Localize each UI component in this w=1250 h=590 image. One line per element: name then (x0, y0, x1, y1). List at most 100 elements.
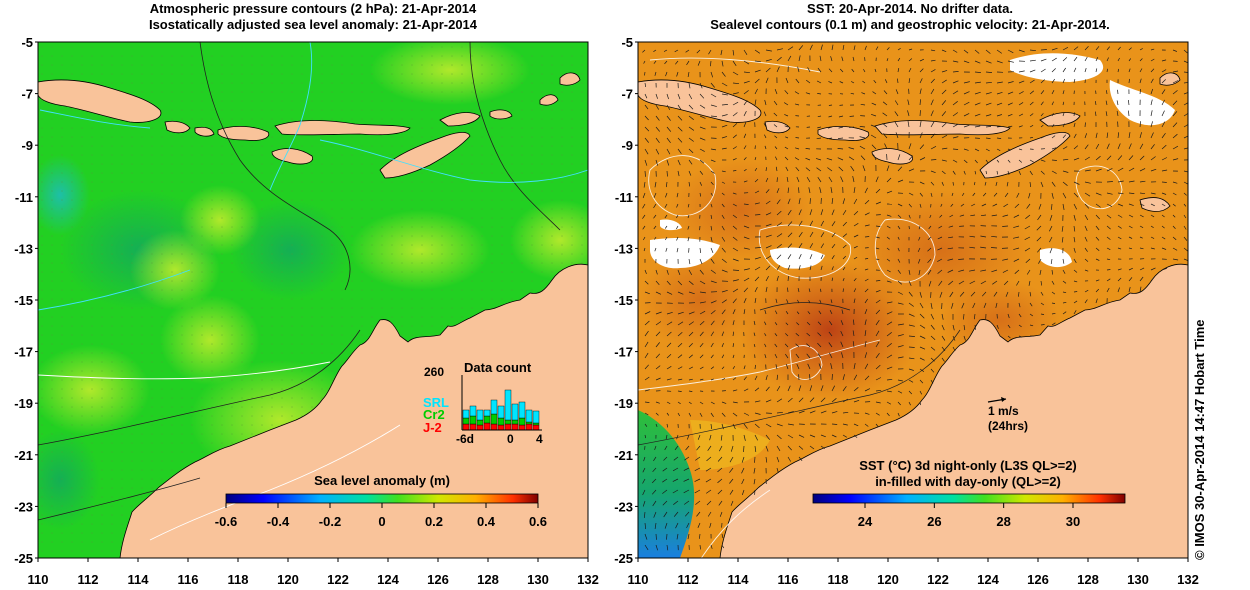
velocity-arrow (666, 544, 669, 551)
velocity-arrow (721, 170, 726, 173)
velocity-arrow (1062, 146, 1068, 150)
velocity-arrow (1128, 58, 1131, 62)
velocity-arrow (1117, 167, 1124, 172)
velocity-arrow (720, 49, 723, 56)
velocity-arrow (687, 236, 690, 242)
velocity-arrow (1084, 181, 1091, 184)
velocity-arrow (963, 91, 970, 95)
velocity-arrow (980, 246, 987, 249)
velocity-arrow (765, 456, 768, 463)
velocity-arrow (963, 148, 969, 151)
velocity-arrow (992, 280, 998, 285)
velocity-arrow (806, 321, 811, 326)
velocity-arrow (677, 378, 683, 381)
velocity-arrow (1084, 192, 1091, 197)
velocity-arrow (721, 544, 725, 549)
velocity-arrow (1183, 135, 1188, 139)
velocity-arrow (699, 354, 704, 359)
velocity-arrow (1048, 225, 1053, 232)
velocity-arrow (1073, 181, 1080, 185)
left-australia-land (119, 263, 588, 558)
velocity-arrow (664, 60, 668, 65)
velocity-arrow (677, 269, 681, 276)
velocity-arrow (969, 235, 976, 238)
velocity-arrow (787, 397, 793, 403)
velocity-arrow (1095, 192, 1102, 196)
velocity-arrow (1116, 110, 1119, 117)
velocity-arrow (864, 363, 869, 370)
velocity-arrow (1161, 121, 1166, 128)
velocity-arrow (686, 522, 690, 529)
velocity-arrow (1040, 170, 1045, 175)
velocity-arrow (831, 277, 834, 282)
velocity-arrow (696, 511, 701, 517)
velocity-arrow (841, 56, 844, 62)
velocity-arrow (764, 145, 767, 150)
velocity-arrow (897, 280, 903, 285)
velocity-arrow (721, 93, 728, 96)
velocity-arrow (1139, 132, 1142, 139)
velocity-arrow (820, 243, 824, 249)
data-count-bar (469, 415, 477, 425)
velocity-arrow (743, 268, 750, 271)
data-count-legend-srl: SRL (423, 395, 449, 410)
velocity-arrow (642, 225, 646, 230)
velocity-arrow (919, 401, 921, 406)
velocity-arrow (952, 60, 959, 63)
velocity-arrow (853, 434, 858, 438)
velocity-arrow (721, 533, 724, 539)
velocity-arrow (672, 489, 679, 494)
velocity-arrow (1040, 101, 1044, 106)
velocity-arrow (1095, 288, 1100, 293)
sst-colorbar-tick-label: 28 (996, 514, 1010, 529)
data-count-bar (532, 422, 540, 426)
velocity-arrow (732, 158, 737, 161)
velocity-arrow (864, 268, 869, 271)
velocity-arrow (763, 123, 767, 128)
velocity-arrow (688, 137, 694, 142)
velocity-arrow (930, 192, 933, 197)
velocity-arrow (677, 321, 684, 326)
velocity-arrow (1150, 121, 1153, 128)
velocity-arrow (853, 187, 856, 194)
velocity-arrow (677, 354, 683, 359)
velocity-arrow (864, 258, 869, 260)
velocity-arrow (743, 376, 747, 381)
velocity-arrow (1018, 70, 1025, 73)
velocity-arrow (842, 244, 847, 249)
velocity-arrow (676, 236, 679, 241)
velocity-arrow (754, 412, 761, 415)
velocity-arrow (1183, 71, 1188, 73)
velocity-arrow (798, 434, 805, 438)
velocity-arrow (894, 111, 899, 117)
velocity-arrow (710, 115, 717, 117)
velocity-arrow (654, 236, 657, 240)
velocity-arrow (796, 311, 800, 315)
velocity-arrow (1018, 324, 1022, 328)
velocity-arrow (850, 165, 855, 172)
velocity-arrow (644, 401, 650, 403)
velocity-arrow (707, 511, 712, 517)
left-cyan-contours (38, 42, 588, 311)
velocity-arrow (875, 280, 881, 282)
velocity-arrow (1040, 181, 1044, 188)
velocity-arrow (765, 255, 772, 260)
velocity-arrow (765, 386, 770, 392)
velocity-arrow (952, 49, 958, 53)
velocity-arrow (1026, 269, 1031, 275)
velocity-arrow (644, 522, 647, 530)
data-count-legend-cr2: Cr2 (423, 407, 445, 422)
velocity-arrow (1006, 181, 1009, 187)
velocity-arrow (708, 49, 712, 55)
velocity-arrow (732, 423, 736, 430)
velocity-arrow (820, 397, 826, 403)
velocity-arrow (852, 330, 855, 337)
velocity-arrow (820, 265, 823, 271)
velocity-arrow (993, 291, 998, 297)
velocity-arrow (765, 375, 768, 381)
velocity-arrow (677, 412, 681, 417)
velocity-arrow (687, 225, 690, 230)
velocity-arrow (798, 410, 805, 414)
left-lat-label: -17 (14, 345, 33, 360)
velocity-arrow (1040, 124, 1044, 128)
